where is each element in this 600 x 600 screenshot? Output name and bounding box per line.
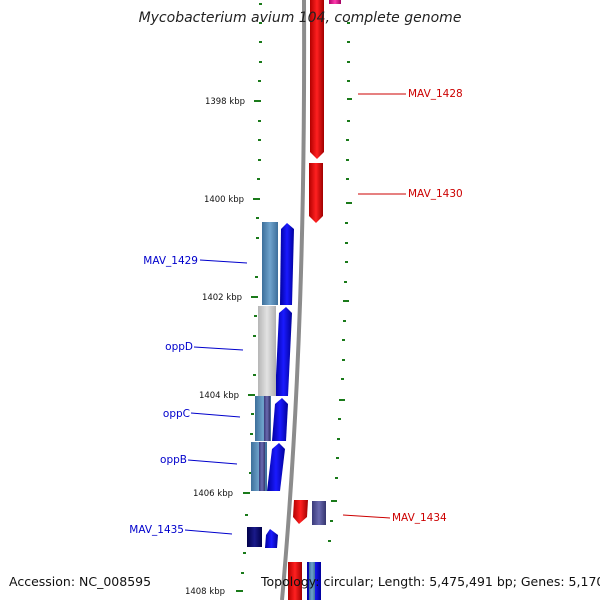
accession-text: Accession: NC_008595	[9, 574, 152, 589]
tick-label: 1408 kbp	[185, 587, 225, 597]
gene-label-mav-1435[interactable]: MAV_1435	[129, 524, 184, 536]
tick-label: 1398 kbp	[205, 97, 245, 107]
gene-label-mav-1428[interactable]: MAV_1428	[408, 88, 463, 100]
gene-mav-1434-arrow[interactable]	[293, 500, 308, 524]
gene-mav-1430-arrow[interactable]	[309, 163, 323, 223]
gene-mav-1429-arrow[interactable]	[280, 223, 294, 305]
gene-partial-top-pink[interactable]	[329, 0, 341, 4]
tick-label: 1404 kbp	[199, 391, 239, 401]
gene-oppd-arrow[interactable]	[275, 307, 292, 396]
gene-label-oppc[interactable]: oppC	[163, 408, 190, 420]
major-ticks	[236, 100, 261, 592]
outer-tick-ring	[328, 22, 352, 542]
gene-oppb-arrow[interactable]	[267, 443, 285, 491]
gene-oppb-homolog-band	[259, 442, 265, 491]
tick-label: 1406 kbp	[193, 489, 233, 499]
gene-label-mav-1430[interactable]: MAV_1430	[408, 188, 463, 200]
genome-summary-text: Topology: circular; Length: 5,475,491 bp…	[261, 574, 600, 589]
gene-label-mav-1429[interactable]: MAV_1429	[143, 255, 198, 267]
gene-mav-1428-arrow[interactable]	[310, 0, 324, 159]
tick-label: 1400 kbp	[204, 195, 244, 205]
label-leaders	[184, 93, 406, 535]
tick-label: 1402 kbp	[202, 293, 242, 303]
gene-label-mav-1434[interactable]: MAV_1434	[392, 512, 447, 524]
reverse-strand-genes	[247, 222, 321, 600]
gene-oppc-arrow[interactable]	[272, 398, 288, 441]
genome-backbone	[280, 0, 307, 600]
inner-tick-ring	[241, 3, 262, 574]
gene-mav-1434-homolog[interactable]	[312, 501, 326, 525]
gene-partial-bottom-red[interactable]	[288, 562, 302, 600]
gene-mav-1429-homolog[interactable]	[262, 222, 278, 305]
tick-labels: 1398 kbp 1400 kbp 1402 kbp 1404 kbp 1406…	[185, 97, 245, 597]
gene-oppd-homolog[interactable]	[258, 306, 276, 396]
gene-oppc-homolog-band	[264, 396, 270, 441]
genome-title: Mycobacterium avium 104, complete genome	[138, 10, 462, 26]
gene-labels: MAV_1428 MAV_1430 MAV_1434 MAV_1429 oppD…	[129, 88, 462, 536]
gene-label-oppd[interactable]: oppD	[165, 341, 193, 353]
gene-mav-1435-homolog[interactable]	[247, 527, 262, 547]
gene-partial-bottom-steel	[309, 562, 315, 600]
gene-label-oppb[interactable]: oppB	[160, 454, 187, 466]
forward-strand-genes	[288, 0, 341, 600]
gene-mav-1435-arrow[interactable]	[265, 529, 278, 548]
